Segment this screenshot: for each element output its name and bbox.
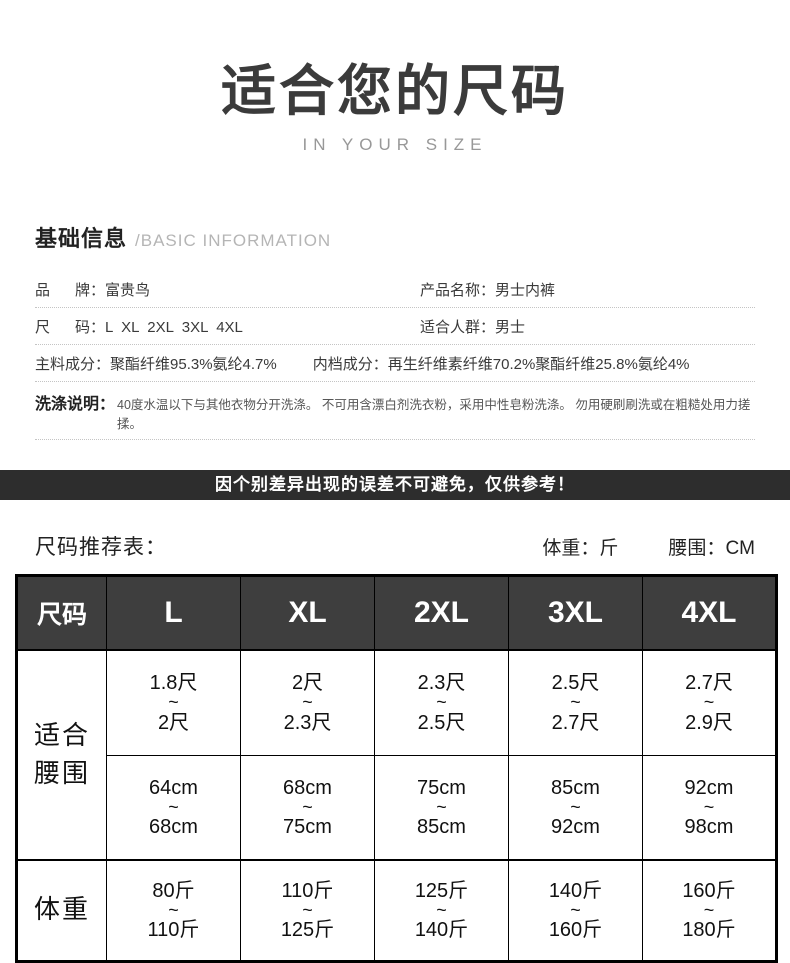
info-row-brand-product: 品 牌：富贵鸟 产品名称：男士内裤: [35, 271, 755, 308]
waist-label-line2: 腰围: [33, 757, 90, 788]
target-group-label: 适合人群：: [420, 319, 496, 336]
cell-weight-2xl: 125斤 ~140斤: [374, 858, 509, 962]
size-field: 尺 码：L XL 2XL 3XL 4XL: [35, 316, 420, 337]
product-name-field: 产品名称：男士内裤: [420, 279, 555, 300]
weight-row-label: 体重: [16, 858, 107, 962]
size-label: 尺 码：: [35, 319, 106, 336]
target-group-field: 适合人群：男士: [420, 316, 525, 337]
info-row-materials: 主料成分：聚酯纤维95.3%氨纶4.7% 内档成分：再生纤维素纤维70.2%聚酯…: [35, 345, 755, 382]
cell-waist-chi-2xl: 2.3尺 ~2.5尺: [374, 649, 509, 756]
crotch-material-field: 内档成分：再生纤维素纤维70.2%聚酯纤维25.8%氨纶4%: [313, 353, 690, 374]
basic-info-heading-cn: 基础信息: [35, 226, 128, 251]
basic-info-section: 基础信息 /BASIC INFORMATION 品 牌：富贵鸟 产品名称：男士内…: [35, 221, 755, 440]
cell-weight-l: 80斤 ~110斤: [106, 858, 241, 962]
header-cell-xl: XL: [240, 575, 375, 651]
waist-unit-legend: 腰围：CM: [668, 533, 755, 560]
table-header-row: 尺码 L XL 2XL 3XL 4XL: [16, 575, 777, 651]
cell-waist-chi-4xl: 2.7尺 ~2.9尺: [642, 649, 777, 756]
product-name-value: 男士内裤: [495, 282, 556, 299]
wash-instructions: 40度水温以下与其他衣物分开洗涤。 不可用含漂白剂洗衣粉，采用中性皂粉洗涤。 勿…: [117, 398, 751, 431]
cell-weight-4xl: 160斤 ~180斤: [642, 858, 777, 962]
basic-info-heading: 基础信息 /BASIC INFORMATION: [35, 221, 755, 253]
brand-label: 品 牌：: [35, 282, 106, 299]
hero-section: 适合您的尺码 IN YOUR SIZE: [0, 0, 790, 155]
cell-waist-cm-xl: 68cm ~75cm: [240, 755, 375, 860]
cell-weight-xl: 110斤 ~125斤: [240, 858, 375, 962]
main-material-field: 主料成分：聚酯纤维95.3%氨纶4.7%: [35, 353, 277, 374]
header-cell-4xl: 4XL: [642, 575, 777, 651]
cell-weight-3xl: 140斤 ~160斤: [508, 858, 643, 962]
unit-legend: 体重：斤 腰围：CM: [542, 533, 755, 560]
product-name-label: 产品名称：: [420, 282, 496, 299]
weight-unit-label: 体重：: [542, 538, 600, 559]
weight-unit-legend: 体重：斤: [542, 533, 618, 560]
cell-waist-chi-xl: 2尺 ~2.3尺: [240, 649, 375, 756]
info-row-size-group: 尺 码：L XL 2XL 3XL 4XL 适合人群：男士: [35, 308, 755, 345]
cell-waist-cm-4xl: 92cm ~98cm: [642, 755, 777, 860]
header-cell-l: L: [106, 575, 241, 651]
header-cell-2xl: 2XL: [374, 575, 509, 651]
size-recommendation-table: 尺码 L XL 2XL 3XL 4XL 适合 腰围 1.8尺 ~2尺 2尺 ~2.3…: [15, 574, 778, 963]
target-group-value: 男士: [495, 319, 526, 336]
waist-row-label: 适合 腰围: [16, 649, 107, 860]
crotch-material-value: 再生纤维素纤维70.2%聚酯纤维25.8%氨纶4%: [387, 356, 690, 373]
brand-value: 富贵鸟: [105, 282, 151, 299]
disclaimer-banner: 因个别差异出现的误差不可避免，仅供参考！: [0, 470, 790, 500]
basic-info-rows: 品 牌：富贵鸟 产品名称：男士内裤 尺 码：L XL 2XL 3XL 4XL 适…: [35, 271, 755, 440]
cell-waist-cm-3xl: 85cm ~92cm: [508, 755, 643, 860]
waist-unit-value: CM: [725, 538, 755, 559]
weight-unit-value: 斤: [599, 538, 619, 559]
waist-cm-row: 64cm ~68cm 68cm ~75cm 75cm ~85cm 85cm ~92cm …: [17, 755, 777, 860]
brand-field: 品 牌：富贵鸟: [35, 279, 420, 300]
cell-waist-cm-2xl: 75cm ~85cm: [374, 755, 509, 860]
wash-label: 洗涤说明：: [35, 396, 116, 413]
header-cell-size: 尺码: [16, 575, 107, 651]
waist-chi-row: 适合 腰围 1.8尺 ~2尺 2尺 ~2.3尺 2.3尺 ~2.5尺 2.5尺 ~2.7…: [16, 649, 777, 860]
size-value: L XL 2XL 3XL 4XL: [105, 319, 243, 336]
main-material-value: 聚酯纤维95.3%氨纶4.7%: [110, 356, 277, 373]
page-subtitle: IN YOUR SIZE: [302, 135, 488, 154]
size-table-caption-row: 尺码推荐表： 体重：斤 腰围：CM: [35, 531, 755, 561]
weight-row: 体重 80斤 ~110斤 110斤 ~125斤 125斤 ~140斤 140斤 ~160…: [16, 858, 777, 962]
header-cell-3xl: 3XL: [508, 575, 643, 651]
crotch-material-label: 内档成分：: [312, 356, 388, 373]
cell-waist-cm-l: 64cm ~68cm: [106, 755, 241, 860]
cell-waist-chi-l: 1.8尺 ~2尺: [106, 649, 241, 756]
info-row-wash: 洗涤说明： 40度水温以下与其他衣物分开洗涤。 不可用含漂白剂洗衣粉，采用中性皂…: [35, 382, 755, 440]
page-title: 适合您的尺码: [220, 60, 569, 122]
main-material-label: 主料成分：: [35, 356, 111, 373]
size-table-caption: 尺码推荐表：: [35, 536, 167, 559]
cell-waist-chi-3xl: 2.5尺 ~2.7尺: [508, 649, 643, 756]
waist-label-line1: 适合: [33, 719, 90, 750]
waist-unit-label: 腰围：: [668, 538, 726, 559]
basic-info-heading-en: /BASIC INFORMATION: [135, 231, 332, 250]
